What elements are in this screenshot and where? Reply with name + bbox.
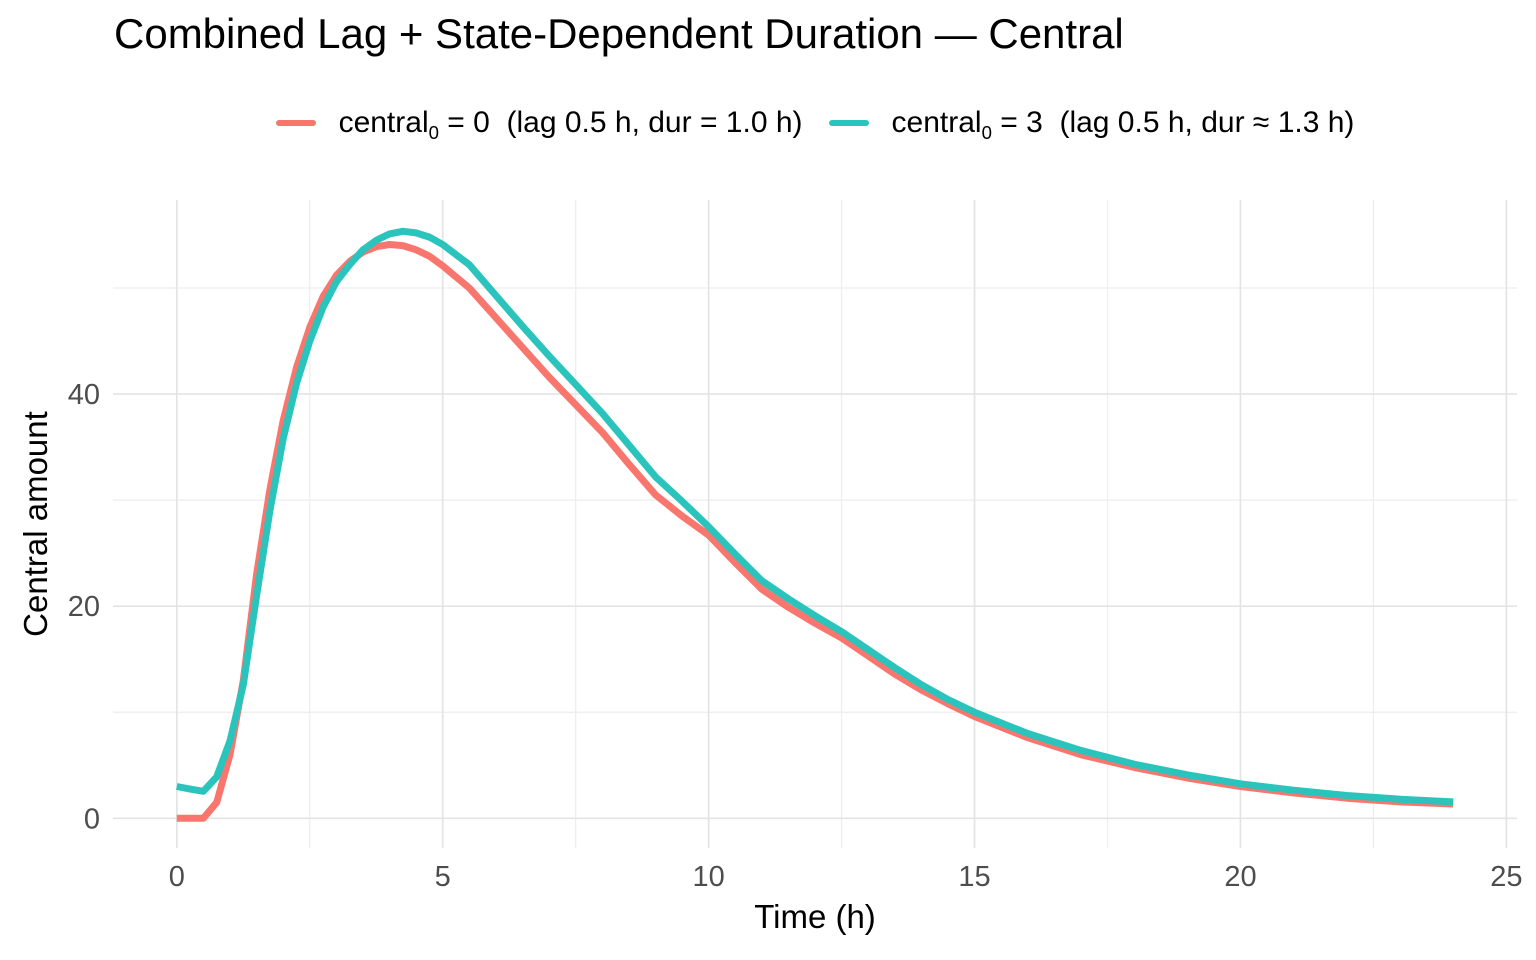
legend-label-central0-3: central0 = 3 (lag 0.5 h, dur ≈ 1.3 h) xyxy=(891,106,1355,143)
y-axis-title: Central amount xyxy=(17,411,54,637)
legend-label-subscript: 0 xyxy=(981,122,992,143)
y-tick-label: 0 xyxy=(84,803,100,835)
legend: central0 = 0 (lag 0.5 h, dur = 1.0 h) ce… xyxy=(113,101,1517,145)
legend-label-subscript: 0 xyxy=(428,122,439,143)
x-tick-label: 10 xyxy=(693,861,725,893)
x-axis-title: Time (h) xyxy=(754,898,876,935)
y-tick-label: 20 xyxy=(68,591,100,623)
x-tick-label: 20 xyxy=(1224,861,1256,893)
x-tick-label: 5 xyxy=(435,861,451,893)
x-tick-label: 0 xyxy=(169,861,185,893)
series-line-0 xyxy=(176,241,1454,822)
legend-label-pre: central xyxy=(891,106,982,139)
legend-label-pre: central xyxy=(338,106,429,139)
legend-entry-central0-3: central0 = 3 (lag 0.5 h, dur ≈ 1.3 h) xyxy=(828,106,1355,143)
legend-label-post: = 3 (lag 0.5 h, dur ≈ 1.3 h) xyxy=(991,106,1355,139)
legend-entry-central0-0: central0 = 0 (lag 0.5 h, dur = 1.0 h) xyxy=(275,106,803,143)
legend-label-central0-0: central0 = 0 (lag 0.5 h, dur = 1.0 h) xyxy=(338,106,803,143)
y-tick-label: 40 xyxy=(68,379,100,411)
x-tick-label: 25 xyxy=(1490,861,1522,893)
legend-swatch-teal xyxy=(828,120,869,126)
chart-title: Combined Lag + State-Dependent Duration … xyxy=(114,10,1124,57)
legend-label-post: = 0 (lag 0.5 h, dur = 1.0 h) xyxy=(438,106,803,139)
x-tick-label: 15 xyxy=(958,861,990,893)
legend-swatch-red xyxy=(275,120,316,126)
series-line-1 xyxy=(176,227,1454,806)
